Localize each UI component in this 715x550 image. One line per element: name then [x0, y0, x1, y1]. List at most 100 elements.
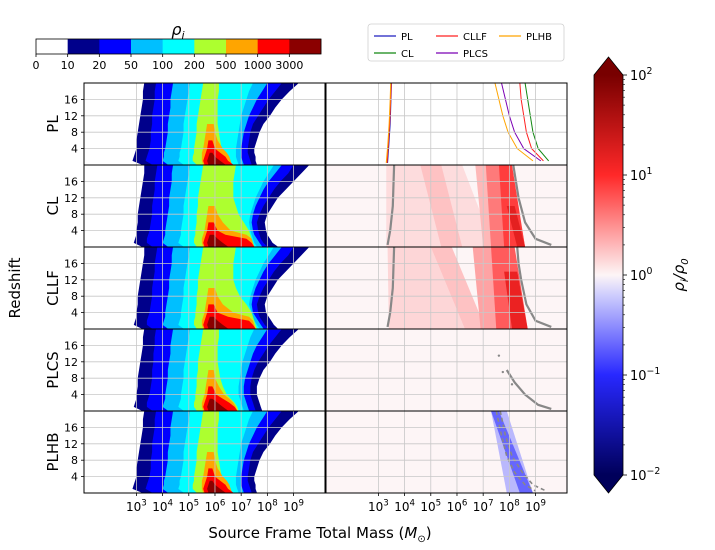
y-tick-label: 16	[64, 257, 78, 270]
x-axis-label: Source Frame Total Mass (M⊙)	[208, 524, 431, 545]
x-tick-label: 103	[368, 499, 389, 514]
density-colorbar-title: ρi	[171, 20, 184, 42]
ratio-panel-cl	[325, 164, 568, 248]
y-tick-label: 8	[71, 372, 78, 385]
legend-label-cllf: CLLF	[463, 32, 487, 43]
threshold-point	[510, 383, 514, 386]
panel-background	[326, 83, 567, 165]
y-tick-label: 4	[71, 143, 78, 156]
density-band-plhb-3000	[207, 480, 226, 493]
density-colorbar-segment	[131, 39, 163, 54]
legend-label-cl: CL	[401, 49, 414, 60]
horizon-curve-cllf	[386, 83, 392, 163]
density-colorbar-segment	[289, 39, 322, 54]
density-band-pl-200	[192, 83, 231, 165]
ratio-region	[506, 206, 526, 247]
ratio-colorbar-label: 101	[630, 166, 653, 184]
ratio-region	[430, 247, 486, 329]
x-tick-label: 105	[178, 499, 199, 514]
threshold-curve	[386, 247, 396, 328]
density-band-plcs-200	[194, 329, 239, 411]
x-tick-label: 106	[447, 499, 468, 514]
ratio-colorbar-label: 102	[630, 66, 653, 84]
density-colorbar-label: 100	[152, 59, 173, 72]
threshold-point	[497, 354, 501, 357]
ratio-colorbar-title: ρi/ρ0	[670, 258, 691, 291]
density-band-cllf-3000	[207, 316, 229, 329]
density-colorbar-label: 20	[92, 59, 106, 72]
ratio-panel-plcs	[325, 328, 568, 412]
y-tick-label: 4	[71, 307, 78, 320]
row-label-pl: PL	[44, 115, 62, 133]
y-tick-label: 4	[71, 471, 78, 484]
density-colorbar-label: 1000	[244, 59, 272, 72]
y-axis-label: Redshift	[6, 257, 24, 318]
y-tick-label: 8	[71, 126, 78, 139]
horizon-curve-plhb	[494, 83, 534, 162]
density-colorbar-segment	[162, 39, 195, 54]
x-tick-label: 103	[126, 499, 147, 514]
density-colorbar-segment	[226, 39, 258, 54]
threshold-curve	[386, 165, 396, 246]
ratio-colorbar-label: 10−2	[630, 466, 660, 484]
panel-grid: 481216PL481216CL481216CLLF481216PLCS4812…	[44, 82, 568, 514]
density-colorbar-segment	[67, 39, 100, 54]
y-tick-label: 4	[71, 225, 78, 238]
density-colorbar-label: 10	[61, 59, 75, 72]
row-label-plcs: PLCS	[44, 351, 62, 388]
x-tick-label: 104	[394, 499, 415, 514]
density-colorbar-segment	[257, 39, 290, 54]
ratio-colorbar: 102 101 100 10−1 10−2 ρi/ρ0	[593, 56, 691, 494]
ratio-colorbar-label: 100	[630, 266, 653, 284]
ratio-colorbar-label: 10−1	[630, 366, 660, 384]
ratio-region	[504, 271, 528, 329]
density-band-plcs-3000	[207, 398, 229, 411]
legend-label-pl: PL	[401, 32, 413, 43]
x-tick-label: 104	[152, 499, 173, 514]
ratio-panel-plhb	[325, 410, 568, 494]
horizon-curve-plhb	[385, 83, 392, 163]
x-tick-label: 108	[499, 499, 520, 514]
y-tick-label: 16	[64, 421, 78, 434]
x-tick-label: 109	[525, 499, 546, 514]
density-colorbar-label: 500	[216, 59, 237, 72]
ratio-colorbar-extend-top	[594, 57, 623, 75]
horizon-curve-cllf	[519, 83, 544, 162]
row-label-cl: CL	[44, 196, 62, 215]
y-tick-label: 12	[64, 192, 78, 205]
x-tick-label: 108	[257, 499, 278, 514]
ratio-colorbar-extend-bottom	[594, 475, 623, 493]
y-tick-label: 12	[64, 110, 78, 123]
density-colorbar-label: 200	[184, 59, 205, 72]
legend-label-plcs: PLCS	[463, 49, 488, 60]
density-colorbar-label: 50	[124, 59, 138, 72]
panel-background	[326, 411, 567, 493]
density-colorbar-label: 3000	[275, 59, 303, 72]
threshold-point	[501, 370, 505, 374]
ratio-colorbar-gradient	[594, 75, 623, 475]
panel-frame	[83, 410, 326, 494]
legend-label-plhb: PLHB	[526, 32, 552, 43]
x-tick-label: 105	[420, 499, 441, 514]
density-colorbar-label: 0	[33, 59, 40, 72]
density-colorbar-segment	[99, 39, 132, 54]
x-tick-label: 109	[283, 499, 304, 514]
row-label-cllf: CLLF	[44, 270, 62, 306]
legend-frame	[367, 23, 565, 62]
threshold-curve	[512, 165, 552, 246]
y-tick-label: 12	[64, 438, 78, 451]
y-tick-label: 16	[64, 93, 78, 106]
y-tick-label: 8	[71, 208, 78, 221]
x-tick-label: 107	[231, 499, 252, 514]
y-tick-label: 12	[64, 274, 78, 287]
row-label-plhb: PLHB	[44, 433, 62, 472]
y-tick-label: 12	[64, 356, 78, 369]
density-colorbar-segment	[194, 39, 227, 54]
horizon-curve-cl	[524, 83, 550, 162]
x-tick-label: 107	[473, 499, 494, 514]
density-colorbar: 0 10 20 50 100 200 500 1000 3000 ρi	[33, 20, 322, 72]
threshold-curve	[516, 247, 552, 328]
